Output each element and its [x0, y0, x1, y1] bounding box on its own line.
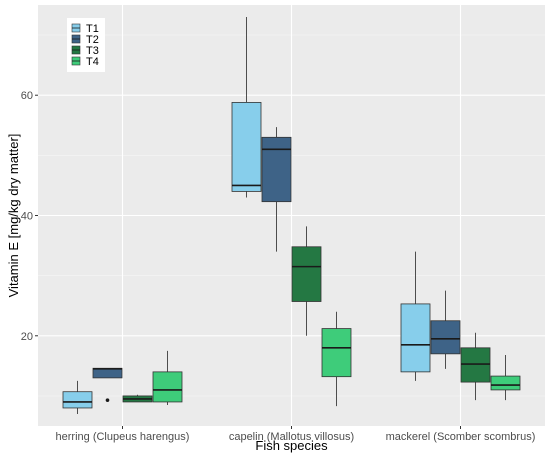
legend-label: T4: [86, 56, 99, 68]
y-tick-label: 40: [21, 211, 33, 223]
box-body: [152, 371, 183, 403]
y-tick-label: 60: [21, 90, 33, 102]
box-body: [291, 246, 322, 302]
box-t3-2: [291, 226, 322, 336]
box-body: [400, 303, 431, 373]
box-t1-2: [231, 17, 262, 198]
y-axis-ticks: 20 40 60: [21, 90, 38, 343]
box-body: [460, 347, 491, 383]
x-tick-label: capelin (Mallotus villosus): [229, 431, 354, 443]
box-body: [62, 391, 93, 409]
box-body: [231, 102, 262, 192]
legend-label: T3: [86, 45, 99, 57]
box-t4-2: [321, 311, 352, 407]
box-body: [321, 328, 352, 378]
box-body: [490, 375, 521, 391]
legend-key-t3: T3: [71, 45, 99, 57]
box-t2-2: [261, 127, 292, 252]
box-body: [261, 136, 292, 203]
y-axis-title: Vitamin E [mg/kg dry matter]: [6, 134, 21, 298]
x-tick-label: mackerel (Scomber scombrus): [386, 431, 536, 443]
legend-key-t2: T2: [71, 34, 99, 46]
outlier-point: [105, 398, 110, 402]
box-t4-3: [490, 355, 521, 401]
box-t3-1: [122, 394, 153, 403]
box-t4-1: [152, 350, 183, 405]
legend-key-t1: T1: [71, 23, 99, 35]
y-tick-label: 20: [21, 331, 33, 343]
box-t2-1: [92, 367, 123, 402]
box-t1-1: [62, 380, 93, 414]
box-t3-3: [460, 332, 491, 401]
grid-lines: [38, 5, 545, 426]
x-tick-label: herring (Clupeus harengus): [56, 431, 190, 443]
box-t1-3: [400, 251, 431, 381]
x-axis-title: Fish species: [255, 438, 328, 453]
box-body: [92, 367, 123, 379]
box-marks: [62, 17, 521, 414]
x-axis-ticks: herring (Clupeus harengus) capelin (Mallo…: [56, 426, 536, 443]
legend-label: T1: [86, 23, 99, 35]
legend-label: T2: [86, 34, 99, 46]
legend-key-t4: T4: [71, 56, 99, 68]
box-t2-3: [430, 290, 461, 369]
box-body: [430, 320, 461, 355]
